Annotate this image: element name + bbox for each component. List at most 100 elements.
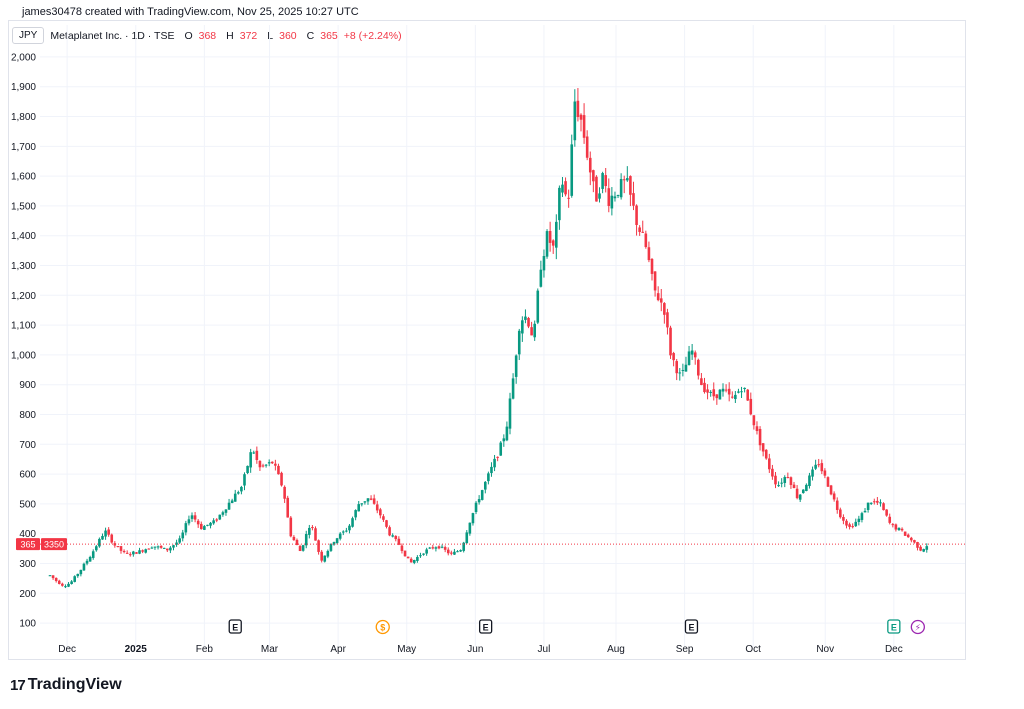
x-tick-label: Oct	[745, 644, 761, 655]
tradingview-logo[interactable]: 17 TradingView	[10, 676, 122, 694]
candle-body	[866, 502, 870, 510]
y-tick-label: 700	[19, 440, 36, 451]
candle-body	[372, 498, 376, 504]
candle-body	[400, 545, 404, 551]
candle-body	[715, 394, 719, 399]
earnings-marker-icon	[228, 619, 242, 634]
candle-body	[474, 502, 478, 513]
candle-body	[916, 542, 919, 548]
candle-body	[91, 551, 95, 558]
candle-body	[190, 515, 194, 519]
candle-body	[879, 502, 882, 504]
y-tick-label: 1,800	[11, 112, 36, 123]
currency-badge[interactable]: JPY	[12, 27, 45, 44]
candle-body	[823, 470, 827, 476]
candle-body	[70, 581, 73, 585]
candle-body	[678, 372, 682, 374]
candle-body	[592, 170, 595, 182]
candle-body	[240, 486, 243, 492]
candle-body	[270, 461, 274, 464]
candle-body	[249, 452, 252, 468]
candle-body	[789, 477, 793, 485]
candle-body	[845, 520, 848, 526]
candle-body	[885, 509, 888, 516]
candle-body	[669, 327, 672, 356]
candle-body	[289, 517, 293, 537]
candle-body	[579, 114, 583, 120]
candle-body	[842, 517, 845, 521]
x-tick-label: Jul	[538, 644, 551, 655]
candle-body	[795, 488, 799, 499]
candle-body	[925, 546, 929, 550]
candle-body	[721, 388, 725, 392]
candle-body	[57, 580, 61, 584]
candle-body	[286, 497, 290, 518]
candles	[48, 88, 929, 589]
candle-body	[826, 477, 830, 487]
tradingview-brand: TradingView	[27, 676, 122, 693]
y-tick-label: 1,100	[11, 321, 36, 332]
candle-body	[746, 389, 750, 401]
candle-body	[64, 586, 67, 588]
candle-body	[119, 546, 123, 551]
close-label: C	[306, 29, 315, 42]
candle-body	[184, 523, 188, 533]
candle-body	[530, 327, 533, 336]
candle-body	[730, 396, 734, 398]
candle-body	[610, 195, 614, 209]
candle-body	[666, 312, 669, 328]
candle-body	[215, 519, 219, 521]
candle-body	[517, 330, 521, 355]
candle-body	[394, 535, 398, 540]
candle-body	[233, 493, 237, 502]
candle-body	[894, 524, 898, 530]
candle-body	[653, 271, 657, 291]
candle-body	[175, 542, 178, 545]
candle-body	[663, 303, 666, 315]
candle-body	[891, 524, 895, 526]
candle-body	[304, 533, 308, 546]
x-tick-label: Sep	[676, 644, 694, 655]
candle-body	[703, 382, 706, 393]
y-tick-label: 500	[19, 499, 36, 510]
symbol-name[interactable]: Metaplanet Inc. · 1D · TSE	[50, 29, 175, 42]
candle-body	[409, 558, 413, 563]
candle-body	[783, 477, 787, 484]
x-axis: Dec 2025 Feb Mar Apr May Jun Jul Aug Sep Oct Nov Dec	[58, 644, 902, 655]
candle-body	[869, 502, 873, 504]
candle-body	[243, 474, 246, 486]
candle-body	[252, 452, 256, 454]
candle-body	[85, 560, 89, 564]
y-tick-label: 200	[19, 589, 36, 600]
candle-body	[487, 473, 490, 482]
candle-body	[774, 475, 777, 485]
candle-body	[758, 428, 762, 446]
candle-body	[545, 231, 549, 257]
y-tick-label: 1,000	[11, 350, 36, 361]
candle-body	[261, 465, 265, 467]
candle-body	[768, 458, 771, 470]
candle-body	[697, 359, 700, 376]
candle-body	[98, 538, 101, 547]
candle-body	[116, 546, 120, 548]
candle-body	[320, 551, 323, 561]
earnings-upcoming-marker-icon	[887, 619, 901, 634]
candle-body	[348, 525, 351, 531]
candle-body	[76, 573, 80, 577]
candle-body	[329, 543, 333, 551]
candle-body	[292, 536, 296, 541]
candle-body	[570, 144, 574, 196]
candle-body	[876, 500, 879, 503]
candle-body	[166, 548, 169, 551]
candle-body	[616, 195, 620, 197]
x-tick-label: May	[397, 644, 416, 655]
high-value: 372	[239, 29, 258, 42]
y-tick-label: 1,200	[11, 291, 36, 302]
candle-body	[922, 549, 925, 552]
candle-body	[295, 539, 299, 546]
candle-body	[169, 547, 172, 551]
candle-body	[693, 352, 697, 358]
candle-body	[61, 583, 64, 586]
candle-body	[835, 500, 839, 510]
